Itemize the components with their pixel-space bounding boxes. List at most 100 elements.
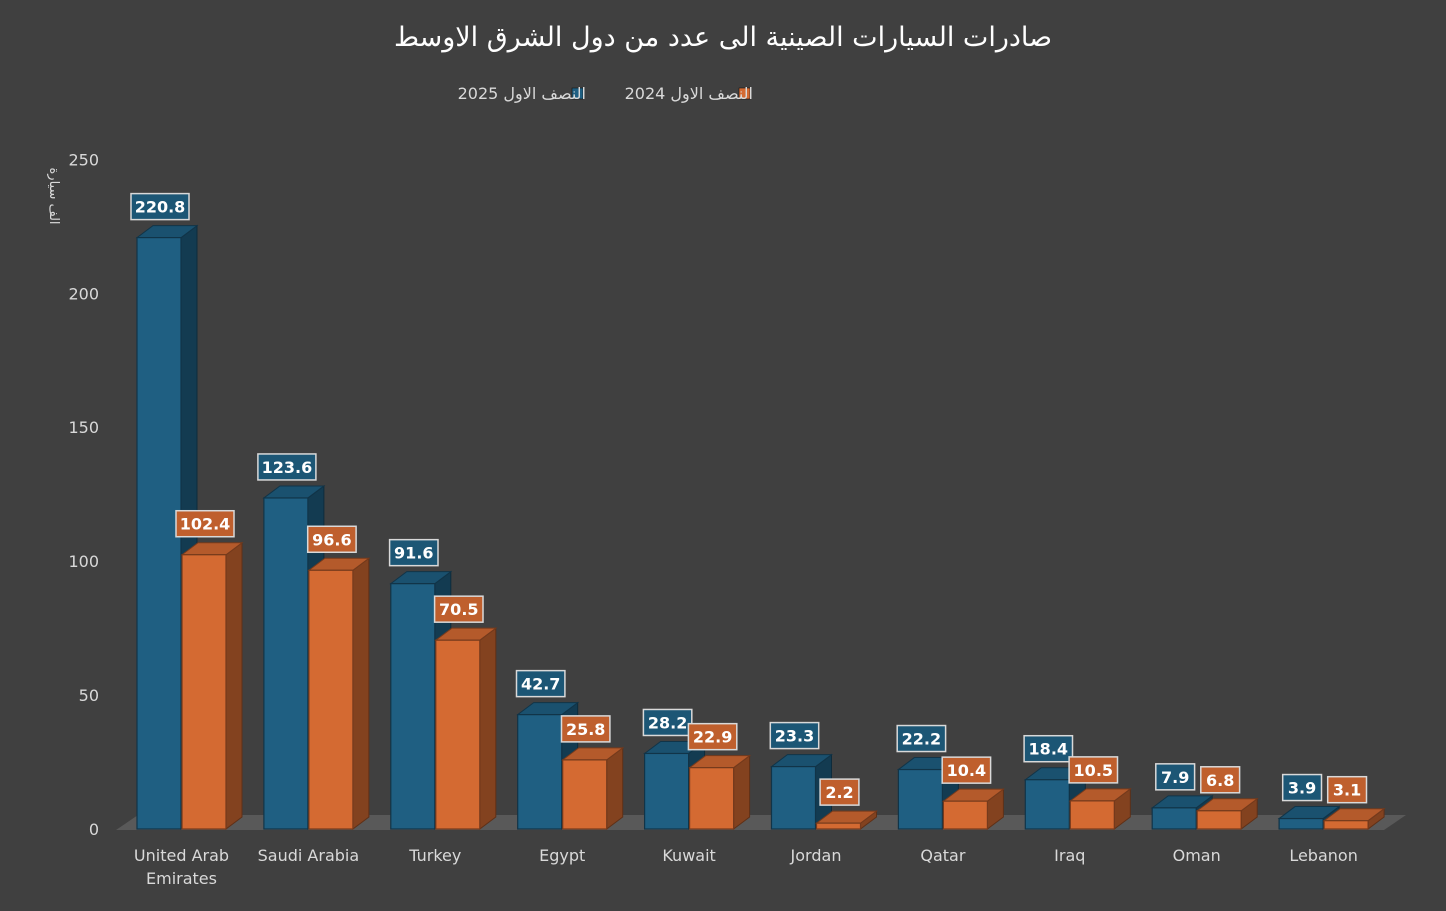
bar-side <box>733 754 751 830</box>
bar-series-1 <box>688 754 752 830</box>
y-tick-label: 200 <box>68 284 99 303</box>
bar-side <box>606 746 624 830</box>
y-tick-label: 0 <box>89 820 99 839</box>
data-label-box <box>819 778 860 806</box>
data-label-box <box>130 192 190 221</box>
y-tick-label: 150 <box>68 418 99 437</box>
legend-label-2025: النصف الاول 2025 <box>458 84 586 104</box>
data-label-box <box>306 525 357 554</box>
data-label-text: 6.8 <box>1206 771 1234 790</box>
x-tick-label: Kuwait <box>662 846 715 865</box>
legend-swatch-2025 <box>571 87 584 100</box>
data-label-box <box>642 708 693 737</box>
data-label-text: 42.7 <box>521 675 560 694</box>
bar-series-1 <box>180 541 244 830</box>
bar-series-1 <box>307 557 371 830</box>
data-label-box <box>1068 756 1119 784</box>
x-axis-ticks: United Arab Emirates Saudi Arabia Turkey Egy… <box>134 846 1358 888</box>
x-tick-label: Iraq <box>1054 846 1085 865</box>
x-tick-label: Jordan <box>790 846 842 865</box>
bar <box>1024 779 1070 830</box>
bar <box>517 714 563 830</box>
data-label-box <box>433 595 484 623</box>
data-label-text: 3.9 <box>1288 779 1316 798</box>
bar-series-1 <box>1195 797 1259 830</box>
x-tick-label: Saudi Arabia <box>258 846 360 865</box>
data-label-box <box>896 724 947 753</box>
chart-title: صادرات السيارات الصينية الى عدد من دول ا… <box>394 22 1052 53</box>
y-tick-label: 50 <box>79 686 99 705</box>
data-label-box <box>515 669 566 698</box>
data-label: 96.6 <box>306 525 357 554</box>
bar-series-1 <box>815 810 878 830</box>
legend-swatch-2024 <box>738 87 751 100</box>
bar-series-1 <box>434 627 498 830</box>
x-tick-label: Egypt <box>539 846 585 865</box>
data-label: 42.7 <box>515 669 566 698</box>
x-tick-label: Turkey <box>408 846 461 865</box>
data-label-text: 96.6 <box>312 530 351 549</box>
data-label-text: 70.5 <box>439 600 478 619</box>
data-label: 22.9 <box>687 722 738 751</box>
bar-series-0 <box>770 753 833 830</box>
data-label: 6.8 <box>1200 766 1241 794</box>
bar <box>308 569 354 830</box>
data-label: 25.8 <box>560 715 611 743</box>
bar <box>1278 817 1324 830</box>
data-label-text: 7.9 <box>1161 768 1189 787</box>
data-label-box <box>1023 734 1074 763</box>
data-label: 2.2 <box>819 778 860 806</box>
data-label-box <box>388 538 439 567</box>
data-label: 7.9 <box>1155 763 1196 791</box>
data-label-box <box>941 756 992 784</box>
bar <box>1151 807 1197 830</box>
data-label: 3.9 <box>1281 773 1323 802</box>
data-label-text: 22.2 <box>902 730 941 749</box>
data-label-text: 220.8 <box>135 198 186 217</box>
data-label-text: 102.4 <box>180 515 231 534</box>
data-labels: 220.8 102.4 123.6 96.6 91.6 70.5 42.7 25.8 28.2 2… <box>130 192 1368 806</box>
legend-label-2024: النصف الاول 2024 <box>625 84 753 104</box>
bar <box>1069 800 1115 830</box>
bar <box>897 768 944 830</box>
data-label: 18.4 <box>1023 734 1074 763</box>
data-label: 220.8 <box>130 192 190 221</box>
data-label: 10.4 <box>941 756 992 784</box>
data-label-text: 10.5 <box>1074 761 1113 780</box>
data-label-box <box>687 722 738 751</box>
data-label-box <box>257 453 317 481</box>
data-label: 10.5 <box>1068 756 1119 784</box>
x-tick-label: United Arab Emirates <box>134 846 229 888</box>
y-tick-label: 100 <box>68 552 99 571</box>
bar-series-1 <box>941 788 1005 830</box>
data-label-text: 28.2 <box>648 713 687 732</box>
bar-series-1 <box>1322 807 1386 830</box>
bar-side <box>352 557 370 830</box>
data-label: 3.1 <box>1326 775 1368 804</box>
bar <box>562 759 608 830</box>
y-axis-label: الف سيارة <box>46 167 61 224</box>
bar-side <box>479 627 497 830</box>
data-label-text: 3.1 <box>1333 781 1361 800</box>
data-label: 102.4 <box>175 509 235 538</box>
bar <box>1196 810 1242 830</box>
bar-side <box>225 541 243 830</box>
y-tick-label: 250 <box>68 150 99 169</box>
data-label-text: 91.6 <box>394 544 433 563</box>
data-label-box <box>1326 775 1368 804</box>
data-label-box <box>1281 773 1323 802</box>
data-label-text: 10.4 <box>947 761 986 780</box>
bar-series-1 <box>1068 787 1132 830</box>
data-label-box <box>769 721 820 750</box>
data-label-text: 23.3 <box>775 727 814 746</box>
data-label-box <box>175 509 235 538</box>
bar <box>643 752 690 830</box>
bar <box>688 767 735 830</box>
legend-item-2025: النصف الاول 2025 <box>458 84 586 104</box>
bar <box>815 822 862 830</box>
bar <box>390 583 436 830</box>
data-label-text: 22.9 <box>693 728 732 747</box>
legend: النصف الاول 2025 النصف الاول 2024 <box>458 84 753 104</box>
bar <box>942 800 989 830</box>
